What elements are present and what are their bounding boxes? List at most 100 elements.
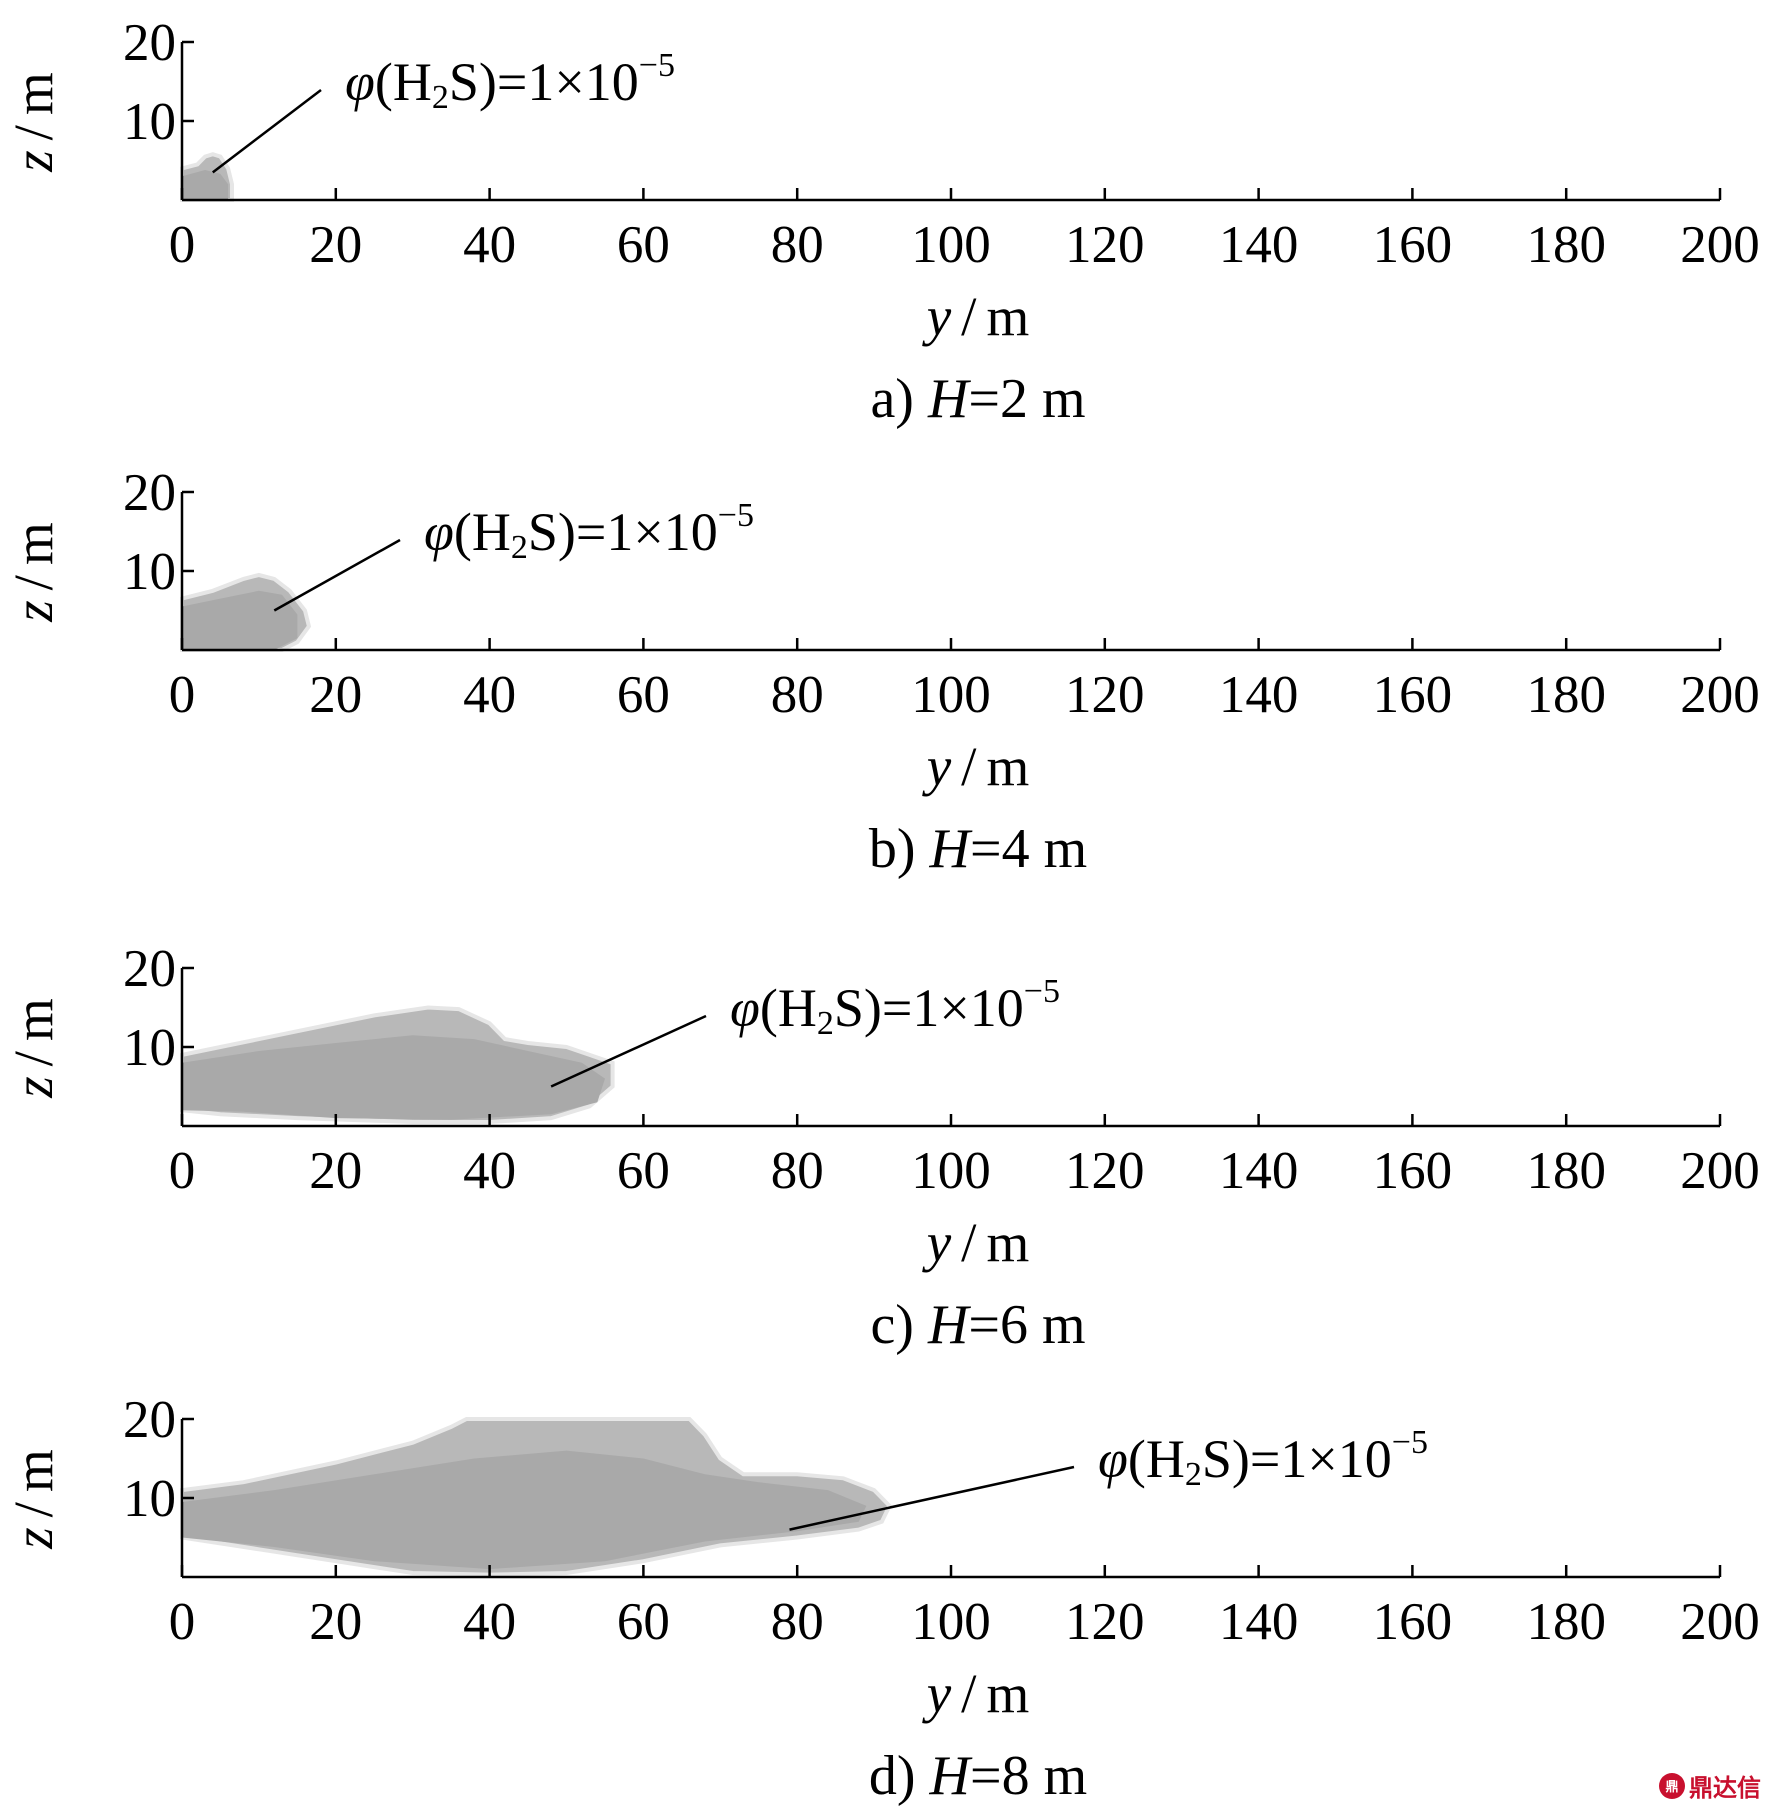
y-tick-label: 10 — [123, 543, 176, 601]
annotation-leader — [273, 538, 401, 612]
x-tick-label: 40 — [463, 1593, 516, 1651]
caption-var: H — [929, 1745, 973, 1807]
y-axis-label: z / m — [3, 522, 64, 622]
annotation-phi: φ — [730, 978, 760, 1038]
annotation-leader — [212, 89, 322, 174]
x-tick-label: 20 — [309, 1142, 362, 1200]
caption-prefix: c) — [870, 1294, 928, 1356]
caption-var: H — [927, 368, 971, 430]
x-tick-label: 20 — [309, 666, 362, 724]
annotation-label: φ(H2S)=1×10−5 — [1098, 1424, 1428, 1493]
x-axis-label: y / m — [922, 736, 1029, 797]
y-axis-unit: m — [3, 998, 64, 1041]
x-tick-label: 0 — [169, 1142, 196, 1200]
y-axis-var: z — [3, 1076, 64, 1098]
x-axis-var: y — [922, 286, 952, 347]
y-axis-unit: m — [3, 1449, 64, 1492]
y-tick-label: 10 — [123, 93, 176, 151]
x-tick-label: 140 — [1219, 216, 1299, 274]
x-axis-unit: m — [986, 1663, 1029, 1724]
annotation-label: φ(H2S)=1×10−5 — [730, 973, 1060, 1042]
x-tick-label: 200 — [1680, 216, 1760, 274]
caption-value: =6 m — [968, 1294, 1085, 1356]
x-tick-label: 100 — [911, 1142, 991, 1200]
annotation-species-rest: S)=1×10 — [528, 502, 718, 562]
x-tick-label: 140 — [1219, 1593, 1299, 1651]
annotation-label: φ(H2S)=1×10−5 — [424, 497, 754, 566]
y-axis-label: z / m — [3, 1449, 64, 1549]
x-tick-label: 60 — [617, 1142, 670, 1200]
x-tick-label: 160 — [1373, 1593, 1453, 1651]
y-axis-slash: / — [3, 1501, 64, 1517]
x-tick-label: 180 — [1526, 1142, 1606, 1200]
annotation-species: (H — [375, 52, 432, 112]
x-tick-label: 120 — [1065, 1142, 1145, 1200]
y-axis-var: z — [3, 150, 64, 172]
x-tick-label: 0 — [169, 1593, 196, 1651]
caption-prefix: a) — [870, 368, 928, 430]
plume-inner — [182, 590, 298, 650]
x-tick-label: 160 — [1373, 666, 1453, 724]
x-tick-label: 160 — [1373, 1142, 1453, 1200]
y-axis-label: z / m — [3, 72, 64, 172]
annotation-subscript: 2 — [511, 529, 528, 566]
annotation-superscript: −5 — [718, 497, 754, 534]
x-tick-label: 180 — [1526, 216, 1606, 274]
x-tick-label: 60 — [617, 216, 670, 274]
y-axis-slash: / — [3, 1050, 64, 1066]
annotation-leader — [550, 1014, 707, 1088]
x-tick-label: 140 — [1219, 666, 1299, 724]
x-axis-var: y — [922, 1663, 952, 1724]
x-tick-label: 20 — [309, 1593, 362, 1651]
x-tick-label: 100 — [911, 666, 991, 724]
x-tick-label: 200 — [1680, 666, 1760, 724]
y-tick-label: 20 — [123, 464, 176, 522]
x-tick-label: 60 — [617, 1593, 670, 1651]
x-tick-label: 120 — [1065, 216, 1145, 274]
annotation-species: (H — [454, 502, 511, 562]
annotation-subscript: 2 — [1185, 1456, 1202, 1493]
watermark: 鼎 鼎达信 — [1659, 1768, 1761, 1803]
x-tick-label: 80 — [771, 216, 824, 274]
x-tick-label: 180 — [1526, 1593, 1606, 1651]
y-axis-unit: m — [3, 522, 64, 565]
caption-value: =4 m — [970, 818, 1087, 880]
x-axis-label: y / m — [922, 286, 1029, 347]
annotation-species-rest: S)=1×10 — [1202, 1429, 1392, 1489]
caption-var: H — [927, 1294, 971, 1356]
annotation-subscript: 2 — [817, 1005, 834, 1042]
x-tick-label: 60 — [617, 666, 670, 724]
x-axis-label: y / m — [922, 1212, 1029, 1273]
y-tick-label: 20 — [123, 1391, 176, 1449]
annotation-leader — [789, 1465, 1075, 1531]
x-tick-label: 80 — [771, 1593, 824, 1651]
x-tick-label: 40 — [463, 666, 516, 724]
plume-inner — [182, 1450, 867, 1570]
y-tick-label: 10 — [123, 1019, 176, 1077]
panel-caption: c) H=6 m — [870, 1294, 1085, 1356]
y-tick-label: 10 — [123, 1470, 176, 1528]
annotation-species-rest: S)=1×10 — [834, 978, 1024, 1038]
x-axis-unit: m — [986, 1212, 1029, 1273]
x-axis-slash: / — [961, 1212, 977, 1273]
annotation-phi: φ — [345, 52, 375, 112]
x-tick-label: 40 — [463, 216, 516, 274]
watermark-logo-icon: 鼎 — [1659, 1772, 1685, 1799]
x-tick-label: 180 — [1526, 666, 1606, 724]
annotation-superscript: −5 — [1392, 1424, 1428, 1461]
x-tick-label: 200 — [1680, 1142, 1760, 1200]
caption-value: =2 m — [968, 368, 1085, 430]
x-axis-var: y — [922, 736, 952, 797]
plume-inner — [182, 170, 229, 200]
x-tick-label: 40 — [463, 1142, 516, 1200]
y-axis-var: z — [3, 1527, 64, 1549]
x-axis-var: y — [922, 1212, 952, 1273]
x-axis-slash: / — [961, 736, 977, 797]
annotation-species: (H — [760, 978, 817, 1038]
x-tick-label: 0 — [169, 216, 196, 274]
